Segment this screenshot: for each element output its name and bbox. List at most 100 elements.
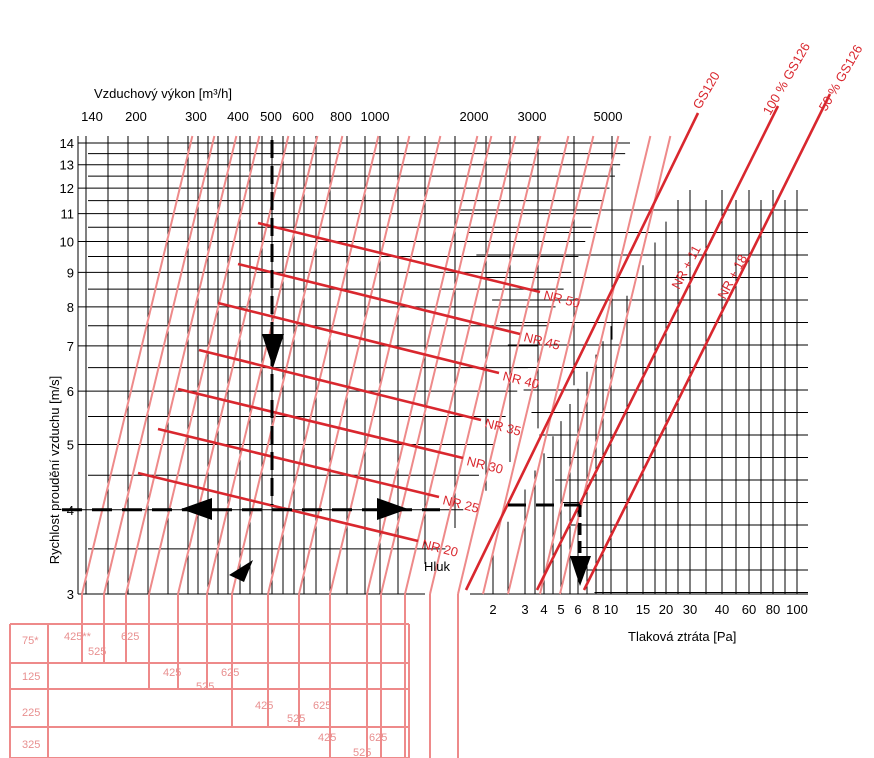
pressure-tick-label: 10 bbox=[604, 602, 618, 617]
y-tick-label: 4 bbox=[67, 503, 74, 518]
example-path bbox=[62, 140, 591, 586]
table-row-height: 325 bbox=[22, 739, 40, 751]
top-tick-label: 2000 bbox=[460, 109, 489, 124]
noise-line-label: NR 30 bbox=[465, 453, 504, 476]
pressure-tick-label: 8 bbox=[592, 602, 599, 617]
arrow-left-icon bbox=[181, 498, 212, 520]
pressure-tick-label: 4 bbox=[540, 602, 547, 617]
arrow-right-icon bbox=[377, 498, 408, 520]
duct-line bbox=[329, 135, 442, 595]
pressure-tick-label: 15 bbox=[636, 602, 650, 617]
y-tick-label: 12 bbox=[60, 181, 74, 196]
width-table: 75* 425** 525 625 125 425 525 625 225 425 525 625 32… bbox=[9, 594, 459, 758]
pressure-line bbox=[535, 105, 780, 591]
top-tick-label: 300 bbox=[185, 109, 207, 124]
y-tick-label: 11 bbox=[61, 207, 75, 222]
y-tick-label: 14 bbox=[60, 136, 74, 151]
table-width-label: 425 bbox=[318, 732, 336, 744]
pressure-tick-label: 60 bbox=[742, 602, 756, 617]
noise-line bbox=[157, 427, 440, 499]
duct-lines bbox=[81, 135, 672, 595]
pressure-tick-label: 30 bbox=[683, 602, 697, 617]
y-axis-title: Rychlost proudění vzduchu [m/s] bbox=[47, 376, 62, 565]
table-width-label: 425** bbox=[64, 631, 92, 643]
pressure-tick-label: 6 bbox=[574, 602, 581, 617]
duct-line bbox=[125, 135, 238, 595]
table-width-label: 525 bbox=[196, 681, 214, 693]
y-tick-label: 3 bbox=[67, 587, 74, 602]
pressure-axis-title: Tlaková ztráta [Pa] bbox=[628, 629, 736, 644]
top-tick-label: 400 bbox=[227, 109, 249, 124]
y-tick-label: 8 bbox=[67, 300, 74, 315]
top-tick-label: 1000 bbox=[361, 109, 390, 124]
arrow-down-icon bbox=[262, 334, 284, 368]
y-tick-label: 9 bbox=[67, 265, 74, 280]
table-width-label: 625 bbox=[313, 700, 331, 712]
top-tick-label: 600 bbox=[292, 109, 314, 124]
noise-label: Hluk bbox=[424, 559, 451, 574]
duct-line bbox=[539, 135, 652, 595]
table-width-label: 525 bbox=[88, 646, 106, 658]
table-width-label: 625 bbox=[121, 631, 139, 643]
pressure-tick-label: 2 bbox=[489, 602, 496, 617]
pressure-tick-labels: 2 3 4 5 6 8 10 15 20 30 40 60 80 100 bbox=[489, 602, 807, 617]
pressure-line-label: 100 % GS126 bbox=[760, 40, 813, 118]
noise-line-label: NR 25 bbox=[441, 492, 480, 515]
duct-line bbox=[81, 135, 194, 595]
duct-line bbox=[148, 135, 261, 595]
table-row-height: 225 bbox=[22, 707, 40, 719]
y-tick-labels: 3 4 5 6 7 8 9 10 11 12 13 14 bbox=[60, 136, 74, 602]
top-tick-label: 3000 bbox=[518, 109, 547, 124]
pressure-line bbox=[582, 93, 832, 591]
correction-label: NR + 18 bbox=[714, 252, 750, 301]
table-width-label: 525 bbox=[287, 713, 305, 725]
noise-line bbox=[177, 387, 464, 460]
duct-line bbox=[404, 135, 517, 595]
pressure-tick-label: 80 bbox=[766, 602, 780, 617]
table-row-height: 75* bbox=[22, 635, 39, 647]
top-tick-label: 500 bbox=[260, 109, 282, 124]
duct-line bbox=[380, 135, 493, 595]
top-tick-labels: 140 200 300 400 500 600 800 1000 2000 3000 5000 bbox=[81, 109, 622, 124]
top-axis-title: Vzduchový výkon [m³/h] bbox=[94, 86, 232, 101]
duct-line bbox=[457, 135, 570, 595]
noise-line bbox=[257, 221, 541, 294]
noise-line bbox=[237, 262, 521, 336]
pressure-tick-label: 3 bbox=[521, 602, 528, 617]
duct-line bbox=[366, 135, 479, 595]
pressure-line bbox=[464, 112, 700, 591]
duct-line bbox=[429, 135, 542, 595]
table-width-label: 525 bbox=[353, 747, 371, 758]
pressure-tick-label: 5 bbox=[557, 602, 564, 617]
y-tick-label: 6 bbox=[67, 384, 74, 399]
y-tick-label: 10 bbox=[60, 235, 74, 250]
y-tick-label: 13 bbox=[60, 158, 74, 173]
table-width-label: 425 bbox=[163, 667, 181, 679]
y-tick-label: 5 bbox=[67, 437, 74, 452]
duct-line bbox=[507, 135, 620, 595]
duct-line bbox=[559, 135, 672, 595]
top-tick-label: 200 bbox=[125, 109, 147, 124]
pressure-tick-label: 40 bbox=[715, 602, 729, 617]
table-row-height: 125 bbox=[22, 671, 40, 683]
top-tick-label: 800 bbox=[330, 109, 352, 124]
duct-line bbox=[177, 135, 290, 595]
pressure-line-label: GS120 bbox=[690, 69, 723, 112]
y-tick-label: 7 bbox=[67, 339, 74, 354]
arrow-diagonal-icon bbox=[229, 560, 253, 582]
table-width-label: 425 bbox=[255, 700, 273, 712]
top-tick-label: 5000 bbox=[594, 109, 623, 124]
noise-line bbox=[137, 471, 419, 543]
top-tick-label: 140 bbox=[81, 109, 103, 124]
arrow-down-right-icon bbox=[570, 556, 591, 586]
pressure-tick-label: 100 bbox=[786, 602, 808, 617]
duct-line bbox=[231, 135, 344, 595]
table-width-label: 625 bbox=[369, 732, 387, 744]
noise-line-label: NR 35 bbox=[483, 415, 522, 438]
noise-line bbox=[198, 348, 482, 422]
pressure-line-label: 50 % GS126 bbox=[816, 42, 866, 113]
table-width-label: 625 bbox=[221, 667, 239, 679]
duct-line bbox=[267, 135, 380, 595]
